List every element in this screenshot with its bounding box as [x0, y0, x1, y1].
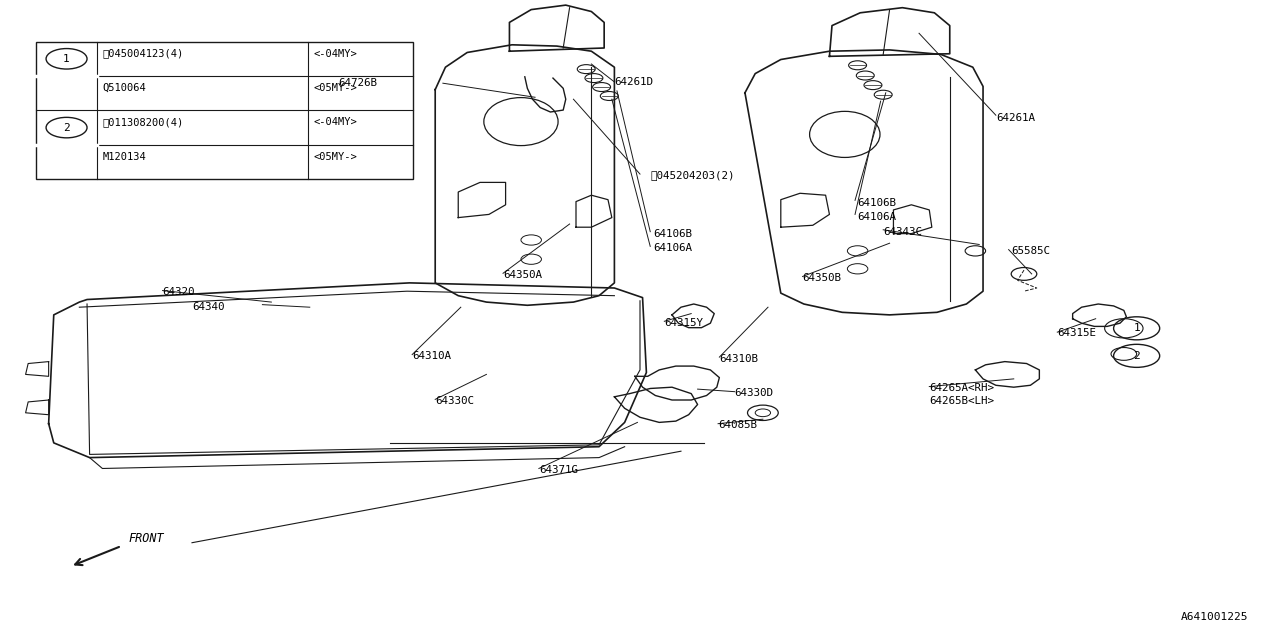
- Text: M120134: M120134: [102, 152, 146, 162]
- Text: 64310B: 64310B: [719, 354, 758, 364]
- Text: Ⓢ045204203(2): Ⓢ045204203(2): [650, 170, 735, 180]
- Text: A641001225: A641001225: [1180, 612, 1248, 622]
- Text: FRONT: FRONT: [128, 532, 164, 545]
- Text: Ⓢ045004123(4): Ⓢ045004123(4): [102, 49, 183, 59]
- Text: 64106B: 64106B: [653, 228, 691, 239]
- Text: 64350A: 64350A: [503, 270, 541, 280]
- Text: Q510064: Q510064: [102, 83, 146, 93]
- Text: 1: 1: [63, 54, 70, 64]
- Text: <05MY->: <05MY->: [314, 83, 357, 93]
- Text: 64343C: 64343C: [883, 227, 922, 237]
- Text: 64320: 64320: [163, 287, 195, 298]
- Text: 1: 1: [1133, 323, 1140, 333]
- Text: 64330C: 64330C: [435, 396, 474, 406]
- Text: 64340: 64340: [192, 301, 224, 312]
- Text: 64265B<LH>: 64265B<LH>: [929, 396, 995, 406]
- Text: 64261D: 64261D: [614, 77, 653, 87]
- Bar: [36, 42, 413, 179]
- Text: 64330D: 64330D: [735, 388, 773, 398]
- Text: 64310A: 64310A: [412, 351, 451, 362]
- Text: 2: 2: [63, 123, 70, 132]
- Text: 64265A<RH>: 64265A<RH>: [929, 383, 995, 393]
- Text: 64261A: 64261A: [996, 113, 1034, 124]
- Text: 64315E: 64315E: [1057, 328, 1096, 339]
- Text: 64315Y: 64315Y: [664, 318, 703, 328]
- Text: 64726B: 64726B: [339, 78, 378, 88]
- Text: 64371G: 64371G: [539, 465, 577, 476]
- Text: Ⓑ011308200(4): Ⓑ011308200(4): [102, 118, 183, 127]
- Text: 65585C: 65585C: [1011, 246, 1050, 256]
- Text: 64106B: 64106B: [858, 198, 896, 208]
- Text: <05MY->: <05MY->: [314, 152, 357, 162]
- Text: 64085B: 64085B: [718, 420, 756, 430]
- Text: 64106A: 64106A: [858, 212, 896, 222]
- Text: <-04MY>: <-04MY>: [314, 118, 357, 127]
- Text: 64106A: 64106A: [653, 243, 691, 253]
- Text: <-04MY>: <-04MY>: [314, 49, 357, 59]
- Text: 64350B: 64350B: [803, 273, 841, 284]
- Text: 2: 2: [1133, 351, 1140, 361]
